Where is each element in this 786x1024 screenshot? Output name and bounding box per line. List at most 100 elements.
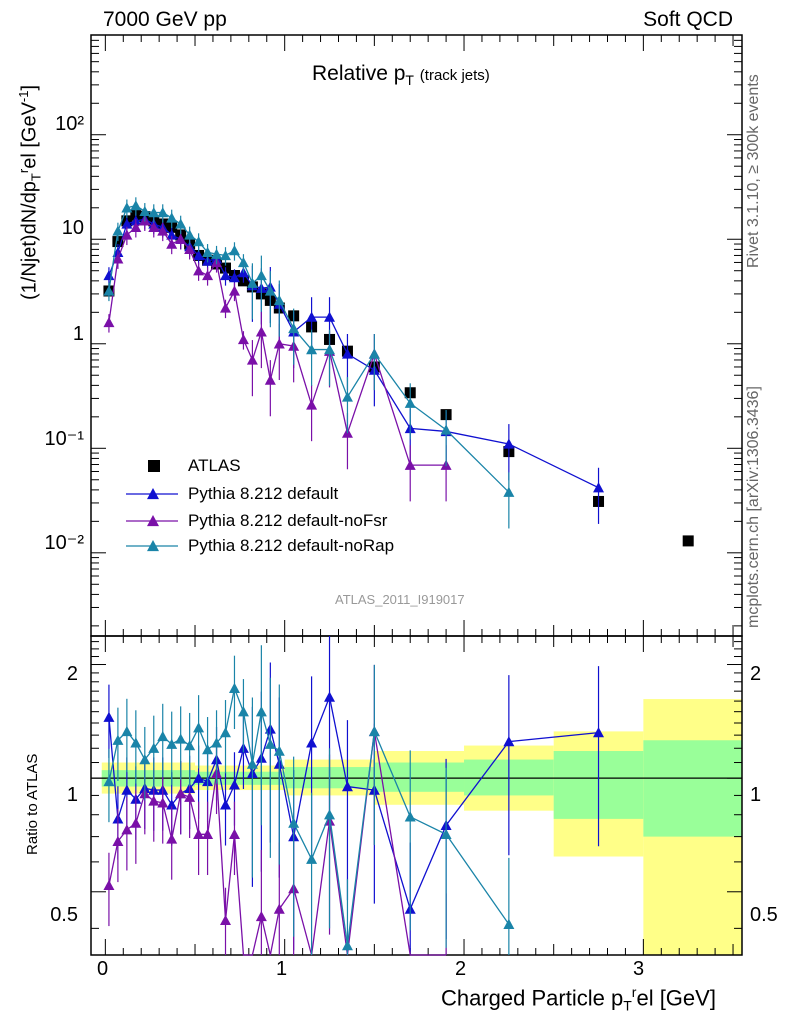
mc-data-point [175, 218, 187, 229]
mc-data-point [175, 233, 187, 244]
mc-data-point [255, 326, 267, 337]
ratio-data-point [193, 828, 205, 839]
mc-data-point [121, 218, 133, 229]
legend-marker-atlas [148, 460, 160, 472]
mc-data-point [157, 225, 169, 236]
mc-data-point [341, 391, 353, 402]
ratio-data-point [193, 722, 205, 733]
mc-data-point [306, 311, 318, 322]
ratio-data-point [112, 734, 124, 745]
ratio-data-point [112, 835, 124, 847]
mc-data-point [202, 270, 214, 281]
legend-label-nofsr: Pythia 8.212 default-noFsr [188, 511, 388, 530]
y-axis-title: (1/Njet)dN/dpTrel [GeV-1] [16, 84, 44, 300]
series-line [108, 204, 510, 493]
x-tick-label: 1 [276, 958, 288, 980]
ratio-data-point [130, 737, 142, 748]
rivet-version-label: Rivet 3.1.10, ≥ 300k events [745, 74, 762, 268]
mc-data-point [166, 229, 178, 240]
ratio-data-point [175, 733, 187, 744]
ratio-data-point [166, 738, 178, 749]
ratio-data-point [228, 828, 240, 839]
mc-data-point [503, 438, 515, 449]
mc-data-point [184, 243, 196, 255]
mc-data-point [228, 285, 240, 296]
ratio-y-tick-label-right: 1 [750, 784, 762, 806]
ratio-data-point [246, 758, 258, 769]
mc-data-point [404, 397, 416, 408]
ratio-data-point [503, 918, 515, 929]
ratio-data-point [228, 682, 240, 693]
ratio-data-point [121, 784, 133, 795]
mc-data-point [220, 302, 232, 313]
ratio-data-point [202, 744, 214, 755]
ratio-data-point [148, 795, 160, 806]
analysis-watermark: ATLAS_2011_I919017 [335, 592, 465, 607]
process-label: Soft QCD [643, 8, 733, 31]
ratio-y-tick-label: 0.5 [50, 904, 78, 926]
mc-data-point [593, 482, 605, 493]
mc-data-point [130, 221, 142, 233]
ratio-data-point [202, 828, 214, 839]
mc-data-point [112, 225, 124, 236]
mc-data-point [246, 277, 258, 288]
ratio-data-point [220, 914, 232, 926]
ratio-data-point [166, 833, 178, 844]
y-tick-label: 10⁻² [44, 532, 84, 554]
mc-data-point [166, 212, 178, 223]
ratio-data-point [255, 706, 267, 717]
mc-data-point [264, 374, 276, 385]
ratio-data-point [503, 736, 515, 747]
mc-data-point [255, 270, 267, 281]
ratio-data-point [306, 737, 318, 748]
mc-data-point [306, 399, 318, 410]
mc-data-point [228, 272, 240, 283]
collision-energy-label: 7000 GeV pp [103, 8, 227, 31]
mc-data-point [103, 270, 115, 281]
ratio-green-band [643, 740, 742, 837]
ratio-data-point [211, 737, 223, 748]
ratio-data-point [264, 738, 276, 749]
y-tick-label: 10⁻¹ [44, 428, 84, 450]
mc-data-point [220, 270, 232, 281]
ratio-data-point [228, 779, 240, 790]
ratio-data-point [121, 824, 133, 835]
ratio-data-point [103, 775, 115, 787]
mc-data-point [288, 323, 300, 334]
ratio-data-point [341, 940, 353, 951]
mc-data-point [324, 344, 336, 355]
mc-data-point [324, 311, 336, 322]
legend-label-atlas: ATLAS [188, 456, 241, 475]
atlas-data-point [682, 535, 694, 547]
ratio-data-point [139, 754, 151, 765]
mc-data-point [184, 229, 196, 240]
mc-data-point [193, 249, 205, 261]
mc-data-point [246, 354, 258, 365]
mc-data-point [341, 348, 353, 359]
ratio-series-line [108, 685, 510, 946]
mc-data-point [273, 294, 285, 306]
legend-marker-nofsr [147, 515, 159, 527]
ratio-data-point [288, 817, 300, 828]
ratio-data-point [220, 799, 232, 810]
ratio-y-tick-label: 2 [66, 663, 78, 685]
ratio-data-point [157, 797, 169, 808]
ratio-data-point [157, 730, 169, 742]
y-tick-label: 10 [61, 217, 84, 239]
mc-data-point [368, 348, 380, 359]
mc-data-point [157, 207, 169, 218]
ratio-data-point [593, 727, 605, 738]
mc-data-point [202, 246, 214, 257]
mc-data-point [228, 245, 240, 256]
ratio-data-point [273, 745, 285, 756]
y-tick-label: 1 [72, 323, 84, 345]
ratio-data-point [255, 911, 267, 922]
ratio-data-point [103, 879, 115, 891]
ratio-data-point [220, 727, 232, 738]
mc-data-point [166, 238, 178, 249]
mc-data-point [211, 248, 223, 259]
mc-data-point [440, 424, 452, 435]
mc-data-point [306, 344, 318, 355]
mc-data-point [193, 236, 205, 247]
